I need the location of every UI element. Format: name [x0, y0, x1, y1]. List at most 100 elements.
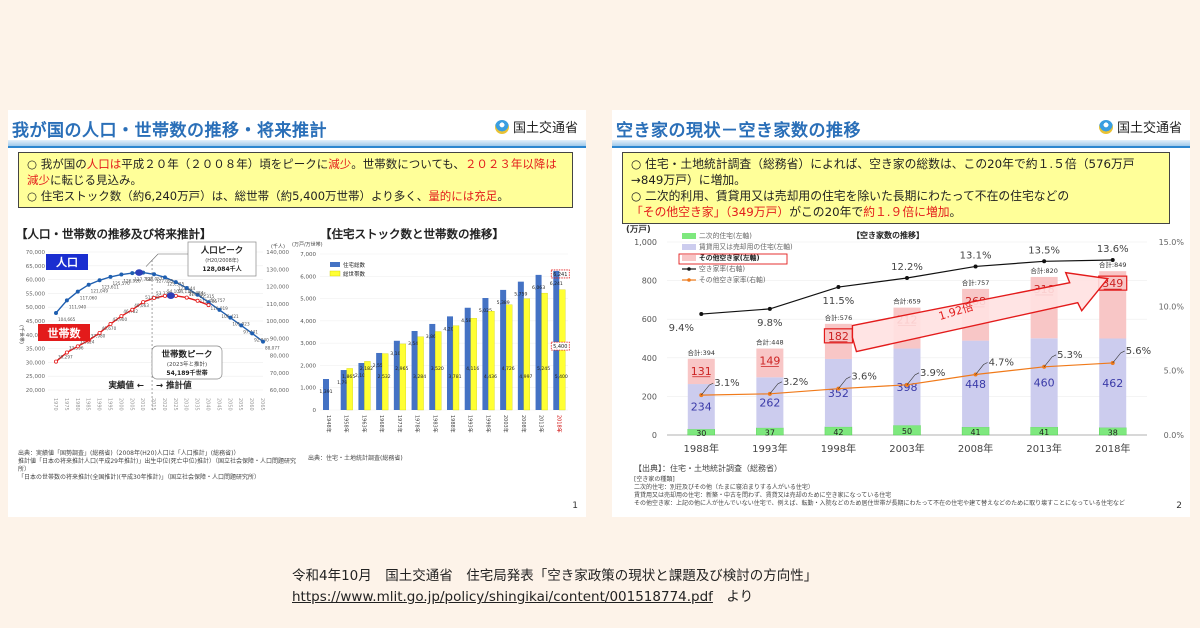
- svg-text:6,000: 6,000: [300, 274, 316, 280]
- source-line: 「日本の世帯数の将来推計(全国推計)(平成30年推計)」（国立社会保障・人口問題…: [18, 474, 260, 481]
- svg-text:1975: 1975: [63, 398, 69, 411]
- title-underline: [8, 140, 586, 148]
- svg-text:合計:757: 合計:757: [962, 278, 990, 287]
- svg-text:世帯数: 世帯数: [48, 326, 82, 340]
- svg-text:41: 41: [970, 428, 980, 437]
- svg-text:1988年: 1988年: [449, 415, 456, 433]
- svg-text:1980: 1980: [74, 398, 80, 411]
- svg-text:2000: 2000: [117, 398, 123, 411]
- source-line: 二次的住宅：別荘及びその他（たまに寝泊まりする人がいる住宅）: [634, 484, 814, 491]
- svg-text:4,000: 4,000: [300, 319, 316, 325]
- svg-text:1988年: 1988年: [684, 442, 719, 455]
- svg-text:13.1%: 13.1%: [960, 250, 992, 261]
- svg-text:460: 460: [1034, 377, 1055, 390]
- page-number: 2: [1176, 501, 1182, 511]
- summary-box: ○ 我が国の人口は平成２０年（２００８年）頃をピークに減少。世帯数についても、２…: [18, 152, 573, 208]
- svg-text:1,391: 1,391: [319, 389, 332, 395]
- svg-text:合計:394: 合計:394: [687, 348, 715, 357]
- svg-text:15.0%: 15.0%: [1159, 238, 1185, 247]
- svg-text:2,109: 2,109: [355, 373, 368, 379]
- svg-text:2020: 2020: [161, 398, 167, 411]
- svg-text:121,049: 121,049: [91, 289, 109, 294]
- source-pdf-link[interactable]: https://www.mlit.go.jp/policy/shingikai/…: [292, 589, 713, 605]
- svg-text:2055: 2055: [237, 398, 243, 411]
- svg-text:128,057: 128,057: [145, 277, 163, 282]
- svg-text:2050: 2050: [226, 398, 232, 411]
- svg-text:(万戸/万世帯): (万戸/万世帯): [292, 241, 323, 248]
- svg-text:2008年: 2008年: [520, 415, 527, 433]
- svg-text:合計:576: 合計:576: [825, 313, 853, 322]
- svg-text:1973年: 1973年: [396, 415, 403, 433]
- svg-text:88,077: 88,077: [265, 346, 280, 351]
- svg-text:234: 234: [691, 401, 712, 414]
- svg-text:1983年: 1983年: [431, 415, 438, 433]
- svg-text:42: 42: [833, 428, 843, 437]
- svg-text:349: 349: [1102, 277, 1123, 290]
- mlit-logo-icon: [494, 119, 509, 134]
- svg-text:55,000: 55,000: [26, 291, 46, 297]
- svg-text:30,000: 30,000: [26, 360, 46, 366]
- svg-text:100,000: 100,000: [266, 319, 289, 325]
- svg-text:2010: 2010: [139, 398, 145, 411]
- page-number: 1: [572, 501, 578, 511]
- svg-text:5,245: 5,245: [537, 366, 550, 372]
- ministry-name: 国土交通省: [1116, 121, 1182, 136]
- svg-text:2,559: 2,559: [373, 363, 386, 369]
- svg-text:140,000: 140,000: [266, 250, 289, 256]
- svg-text:1963年: 1963年: [360, 415, 367, 433]
- svg-text:総世帯数: 総世帯数: [343, 270, 366, 278]
- svg-text:70,000: 70,000: [270, 371, 290, 377]
- svg-text:2040: 2040: [205, 398, 211, 411]
- svg-text:その他空き家率(右軸): その他空き家率(右軸): [699, 275, 766, 284]
- svg-text:130,000: 130,000: [266, 267, 289, 273]
- svg-text:1995: 1995: [106, 398, 112, 411]
- source-line: その他空き家：上記の他に人が住んでいない住宅で、例えば、転勤・入院などのため居住…: [634, 500, 1125, 507]
- svg-text:1,000: 1,000: [300, 386, 316, 392]
- svg-text:97,441: 97,441: [243, 329, 258, 334]
- svg-text:448: 448: [965, 378, 986, 391]
- svg-text:70,000: 70,000: [26, 250, 46, 256]
- population-chart-title: 【人口・世帯数の推移及び将来推計】: [16, 227, 212, 241]
- svg-text:1993年: 1993年: [752, 442, 787, 455]
- summary-box: ○ 住宅・土地統計調査（総務省）によれば、空き家の総数は、この20年で約１.５倍…: [622, 152, 1170, 224]
- source-line: 推計値「日本の将来推計人口(平成29年推計)」出生中位(死亡中位)推計）（国立社…: [18, 458, 297, 473]
- svg-text:120,000: 120,000: [266, 285, 289, 291]
- svg-text:3,861: 3,861: [426, 334, 439, 340]
- slide-title: 空き家の現状－空き家数の推移: [616, 121, 861, 141]
- svg-text:50,000: 50,000: [26, 305, 46, 311]
- svg-text:6,063: 6,063: [532, 285, 545, 291]
- svg-text:2045: 2045: [215, 398, 221, 411]
- vacant-house-stacked-chart: (万戸) 0 200 400 600 800 1,000 0.0% 5.0% 10.0% 15.0%…: [626, 225, 1185, 455]
- svg-text:35,824: 35,824: [80, 339, 95, 344]
- svg-text:人口ピーク: 人口ピーク: [201, 245, 244, 256]
- svg-text:合計:448: 合計:448: [756, 338, 784, 347]
- svg-text:0: 0: [313, 408, 317, 414]
- svg-text:6,241: 6,241: [550, 281, 563, 287]
- svg-text:262: 262: [759, 397, 780, 410]
- svg-text:3.1%: 3.1%: [714, 378, 739, 389]
- svg-text:0.0%: 0.0%: [1164, 431, 1185, 440]
- svg-text:131: 131: [691, 365, 712, 378]
- svg-text:(2023年と推計): (2023年と推計): [167, 360, 207, 368]
- svg-text:110,000: 110,000: [266, 302, 289, 308]
- svg-text:【空き家数の推移】: 【空き家数の推移】: [852, 230, 924, 240]
- svg-text:4,116: 4,116: [466, 366, 479, 372]
- housing-stock-bar-chart: 0 1,000 2,000 3,000 4,000 5,000 6,000 7,000 (万戸/…: [292, 241, 570, 433]
- source-caption: 令和4年10月 国土交通省 住宅局発表「空き家政策の現状と課題及び検討の方向性」…: [292, 566, 817, 608]
- svg-text:126,926: 126,926: [123, 279, 141, 284]
- svg-text:その他空き家(左軸): その他空き家(左軸): [699, 253, 760, 262]
- svg-text:182: 182: [828, 330, 849, 343]
- title-underline: [612, 140, 1190, 148]
- svg-text:4,588: 4,588: [461, 318, 474, 324]
- svg-text:2065: 2065: [259, 398, 265, 411]
- svg-text:1978年: 1978年: [414, 415, 421, 433]
- svg-text:123,611: 123,611: [102, 284, 120, 289]
- slide-vacant-houses: 空き家の現状－空き家数の推移 国土交通省 ○ 住宅・土地統計調査（総務省）によれ…: [612, 110, 1190, 517]
- svg-text:5,000: 5,000: [300, 297, 316, 303]
- svg-text:45,000: 45,000: [26, 319, 46, 325]
- svg-text:30: 30: [696, 429, 706, 438]
- svg-text:(万戸): (万戸): [626, 225, 651, 235]
- svg-text:10.0%: 10.0%: [1159, 302, 1185, 311]
- svg-text:4,726: 4,726: [502, 366, 515, 372]
- svg-text:1,865: 1,865: [342, 374, 355, 380]
